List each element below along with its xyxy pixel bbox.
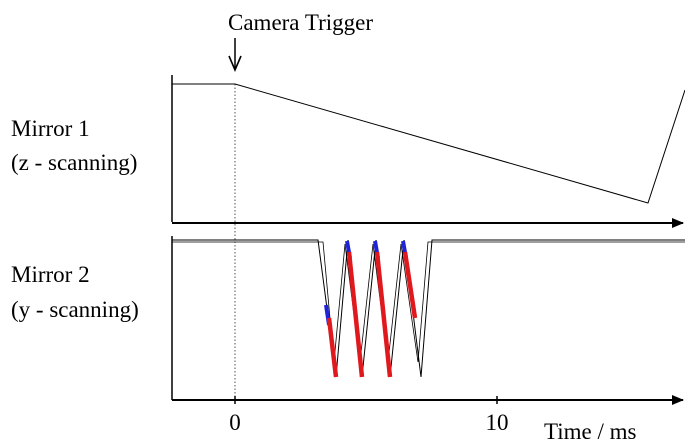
mirror2-signal-inner (172, 241, 685, 363)
mirror2-name: Mirror 2 (11, 262, 90, 287)
mirror2-signal-outer (172, 239, 685, 378)
x-axis-label: Time / ms (544, 419, 637, 443)
mirror1-signal (172, 83, 685, 204)
scan-segment-red (374, 251, 393, 378)
camera-trigger-arrowhead-icon (228, 55, 242, 73)
scan-segment-red (326, 317, 339, 378)
mirror1-description: (z - scanning) (11, 150, 137, 175)
tick-label-0: 0 (229, 410, 241, 435)
scan-segment-red (346, 251, 365, 378)
mirror1-name: Mirror 1 (11, 116, 90, 141)
scan-segment-red (402, 251, 418, 319)
mirror2-description: (y - scanning) (11, 297, 139, 322)
camera-trigger-label: Camera Trigger (228, 10, 373, 35)
tick-label-10: 10 (486, 410, 509, 435)
